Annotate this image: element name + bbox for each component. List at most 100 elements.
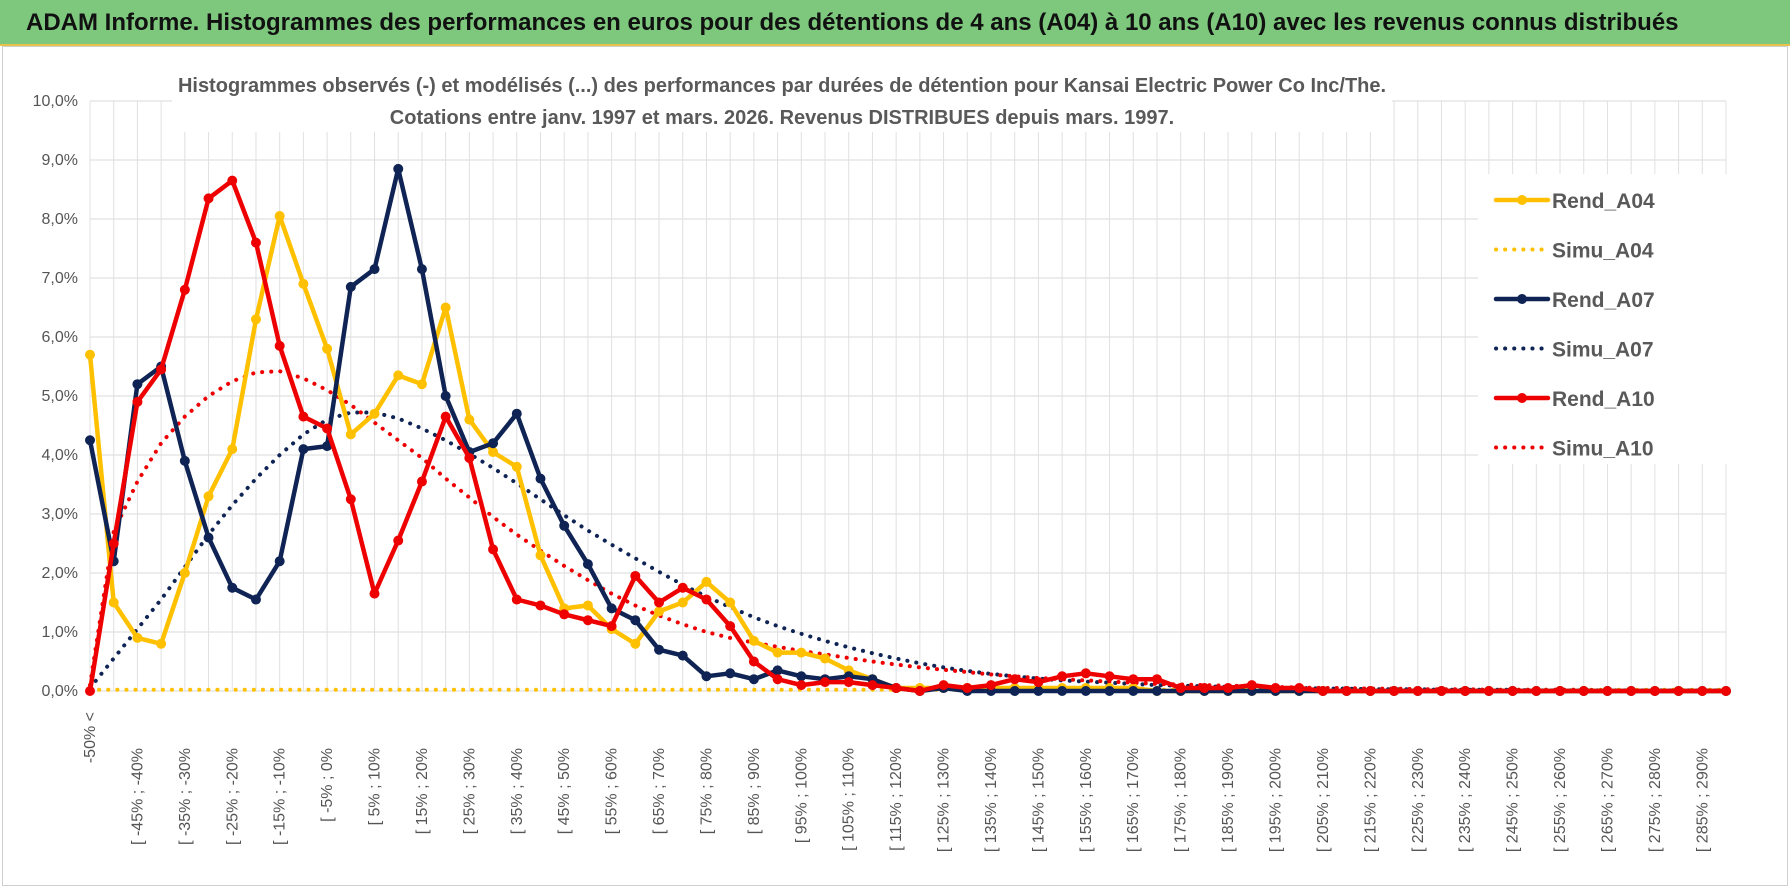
data-point-Rend_A04 — [630, 638, 641, 649]
data-point-Rend_A10 — [914, 686, 925, 696]
data-point-Rend_A10 — [85, 686, 95, 696]
data-point-Rend_A10 — [1649, 686, 1660, 696]
legend-label-Simu_A07: Simu_A07 — [1552, 339, 1654, 362]
data-point-Rend_A07 — [1104, 686, 1115, 696]
x-tick-label: [ 275% ; 280% — [1647, 748, 1664, 852]
data-point-Rend_A10 — [677, 582, 688, 593]
data-point-Rend_A07 — [132, 379, 143, 390]
data-point-Rend_A10 — [796, 680, 807, 691]
data-point-Rend_A10 — [156, 364, 167, 375]
data-point-Rend_A10 — [1483, 686, 1494, 696]
data-point-Rend_A04 — [677, 597, 688, 608]
data-point-Rend_A10 — [1104, 671, 1115, 682]
data-point-Rend_A10 — [1033, 677, 1044, 688]
chart-frame — [2, 46, 1788, 886]
data-point-Rend_A07 — [1057, 686, 1068, 696]
data-point-Rend_A07 — [488, 438, 499, 449]
legend-background — [1478, 174, 1728, 464]
data-point-Rend_A04 — [274, 211, 285, 222]
data-point-Rend_A07 — [85, 435, 95, 446]
x-tick-label: [ 215% ; 220% — [1362, 748, 1379, 852]
data-point-Rend_A10 — [772, 674, 783, 685]
x-tick-label: -50% < — [82, 712, 99, 763]
legend-label-Rend_A07: Rend_A07 — [1552, 289, 1655, 312]
data-point-Rend_A10 — [725, 621, 736, 632]
data-point-Rend_A10 — [227, 175, 238, 186]
y-tick-label: 8,0% — [42, 211, 78, 228]
data-point-Rend_A07 — [796, 671, 807, 682]
data-point-Rend_A04 — [108, 597, 119, 608]
data-point-Rend_A10 — [416, 476, 427, 487]
data-point-Rend_A04 — [772, 647, 783, 658]
data-point-Rend_A10 — [938, 680, 949, 691]
data-point-Rend_A04 — [416, 379, 427, 390]
data-point-Rend_A10 — [393, 535, 404, 546]
data-point-Rend_A04 — [535, 550, 546, 561]
data-point-Rend_A10 — [1602, 686, 1613, 696]
data-point-Rend_A10 — [345, 494, 356, 505]
data-point-Rend_A10 — [1009, 674, 1020, 685]
y-tick-label: 1,0% — [42, 624, 78, 641]
data-point-Rend_A07 — [393, 163, 404, 174]
data-point-Rend_A10 — [1460, 686, 1471, 696]
data-point-Rend_A10 — [1223, 683, 1234, 694]
data-point-Rend_A10 — [488, 544, 499, 555]
data-point-Rend_A07 — [725, 668, 736, 679]
y-tick-label: 6,0% — [42, 329, 78, 346]
data-point-Rend_A07 — [440, 391, 451, 401]
x-tick-label: [ 105% ; 110% — [841, 748, 858, 851]
data-point-Rend_A10 — [1531, 686, 1542, 696]
data-point-Rend_A07 — [369, 264, 380, 275]
data-point-Rend_A04 — [820, 653, 831, 664]
x-tick-label: [ -5% ; 0% — [319, 748, 336, 822]
x-tick-label: [ 125% ; 130% — [936, 748, 953, 852]
legend-marker-Rend_A10 — [1517, 393, 1527, 403]
data-point-Rend_A10 — [559, 609, 570, 620]
data-point-Rend_A10 — [464, 452, 475, 463]
data-point-Rend_A07 — [1009, 686, 1020, 696]
x-tick-label: [ -35% ; -30% — [177, 748, 194, 845]
data-point-Rend_A07 — [274, 556, 285, 567]
data-point-Rend_A07 — [179, 455, 190, 466]
data-point-Rend_A10 — [511, 594, 522, 605]
data-point-Rend_A10 — [1412, 686, 1423, 696]
data-point-Rend_A10 — [274, 340, 285, 351]
series-line-Rend_A10 — [87, 178, 1729, 694]
y-tick-label: 7,0% — [42, 270, 78, 287]
data-point-Rend_A07 — [1080, 686, 1091, 696]
chart-title-line: Histogrammes observés (-) et modélisés (… — [178, 75, 1386, 97]
x-tick-label: [ 225% ; 230% — [1410, 748, 1427, 852]
x-tick-label: [ 5% ; 10% — [367, 748, 384, 825]
x-tick-label: [ 255% ; 260% — [1552, 748, 1569, 852]
x-tick-label: [ 155% ; 160% — [1078, 748, 1095, 852]
x-tick-label: [ 265% ; 270% — [1599, 748, 1616, 852]
x-tick-label: [ 75% ; 80% — [698, 748, 715, 834]
data-point-Rend_A07 — [772, 665, 783, 676]
data-point-Rend_A10 — [1389, 686, 1400, 696]
y-tick-label: 4,0% — [42, 447, 78, 464]
data-point-Rend_A10 — [369, 588, 380, 599]
data-point-Rend_A07 — [535, 473, 546, 484]
data-point-Rend_A10 — [1151, 674, 1162, 685]
x-tick-label: [ -25% ; -20% — [224, 748, 241, 845]
x-tick-label: [ 15% ; 20% — [414, 748, 431, 834]
data-point-Rend_A04 — [796, 647, 807, 658]
data-point-Rend_A10 — [132, 396, 143, 407]
data-point-Rend_A04 — [322, 343, 333, 354]
x-tick-label: [ 85% ; 90% — [746, 748, 763, 834]
data-point-Rend_A10 — [1057, 671, 1068, 682]
data-point-Rend_A07 — [1033, 686, 1044, 696]
data-point-Rend_A07 — [748, 674, 759, 685]
data-point-Rend_A07 — [345, 281, 356, 292]
data-point-Rend_A04 — [464, 414, 475, 425]
data-point-Rend_A10 — [1555, 686, 1566, 696]
x-tick-label: [ 65% ; 70% — [651, 748, 668, 834]
x-tick-label: [ 55% ; 60% — [604, 748, 621, 834]
data-point-Rend_A07 — [227, 582, 238, 593]
y-tick-label: 3,0% — [42, 506, 78, 523]
data-point-Rend_A07 — [1128, 686, 1139, 696]
y-tick-label: 2,0% — [42, 565, 78, 582]
data-point-Rend_A10 — [298, 411, 309, 422]
data-point-Rend_A04 — [156, 638, 167, 649]
